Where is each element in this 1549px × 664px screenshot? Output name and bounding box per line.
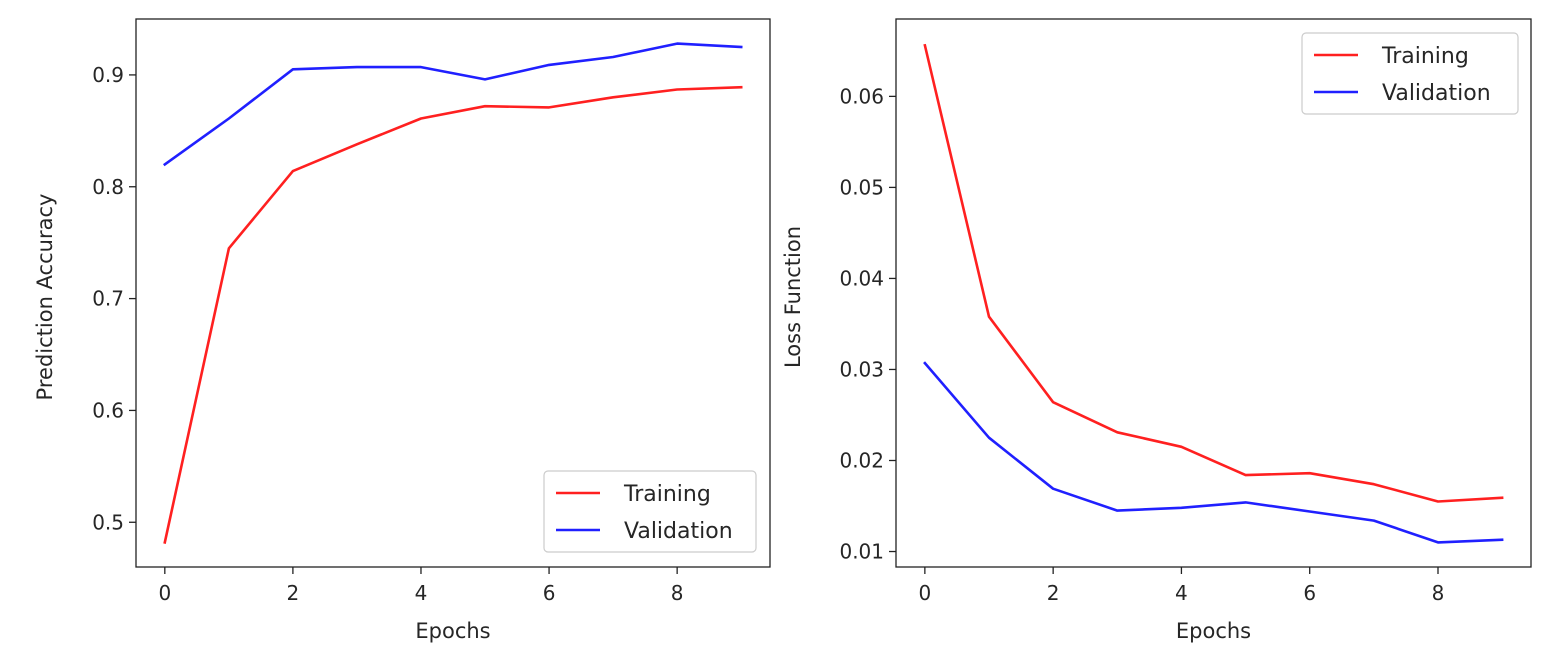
x-axis-label: Epochs <box>1176 619 1251 643</box>
y-tick-label: 0.9 <box>92 63 124 87</box>
legend-label-training: Training <box>623 482 711 507</box>
x-tick-label: 8 <box>671 581 684 605</box>
y-axis-label: Prediction Accuracy <box>33 194 57 401</box>
accuracy-chart: 0 2 4 6 8 0.5 0.6 0.7 0.8 0.9 Epochs Prediction Acc… <box>33 18 771 643</box>
y-tick-label: 0.5 <box>92 510 124 534</box>
x-tick-label: 6 <box>1303 581 1316 605</box>
plot-frame <box>135 18 771 568</box>
x-tick-label: 6 <box>543 581 556 605</box>
x-tick-label: 0 <box>158 581 171 605</box>
loss-chart: 0 2 4 6 8 0.01 0.02 0.03 0.04 0.05 0.06 Epochs Loss … <box>781 18 1532 643</box>
x-tick-label: 8 <box>1432 581 1445 605</box>
y-axis-label: Loss Function <box>781 226 805 368</box>
legend: Training Validation <box>1301 32 1519 115</box>
y-tick-label: 0.06 <box>839 84 884 108</box>
legend-box <box>1301 32 1519 115</box>
y-tick-label: 0.01 <box>839 540 884 564</box>
y-tick-label: 0.02 <box>839 448 884 472</box>
y-tick-label: 0.03 <box>839 357 884 381</box>
x-axis-label: Epochs <box>415 619 490 643</box>
y-tick-label: 0.05 <box>839 175 884 199</box>
x-tick-label: 2 <box>287 581 300 605</box>
series-line-validation <box>162 42 743 167</box>
y-tick-label: 0.8 <box>92 175 124 199</box>
x-tick-label: 2 <box>1047 581 1060 605</box>
y-tick-label: 0.7 <box>92 287 124 311</box>
plot-frame <box>895 18 1532 568</box>
legend-box <box>543 470 757 553</box>
legend-label-training: Training <box>1381 44 1469 69</box>
series-line-training <box>923 43 1504 503</box>
series-line-validation <box>923 361 1504 544</box>
y-tick-label: 0.6 <box>92 398 124 422</box>
x-tick-label: 4 <box>1175 581 1188 605</box>
legend: Training Validation <box>543 470 757 553</box>
legend-label-validation: Validation <box>1382 81 1491 106</box>
y-tick-label: 0.04 <box>839 266 884 290</box>
x-tick-label: 0 <box>918 581 931 605</box>
series-line-training <box>163 85 743 544</box>
x-tick-label: 4 <box>415 581 428 605</box>
legend-label-validation: Validation <box>624 519 733 544</box>
